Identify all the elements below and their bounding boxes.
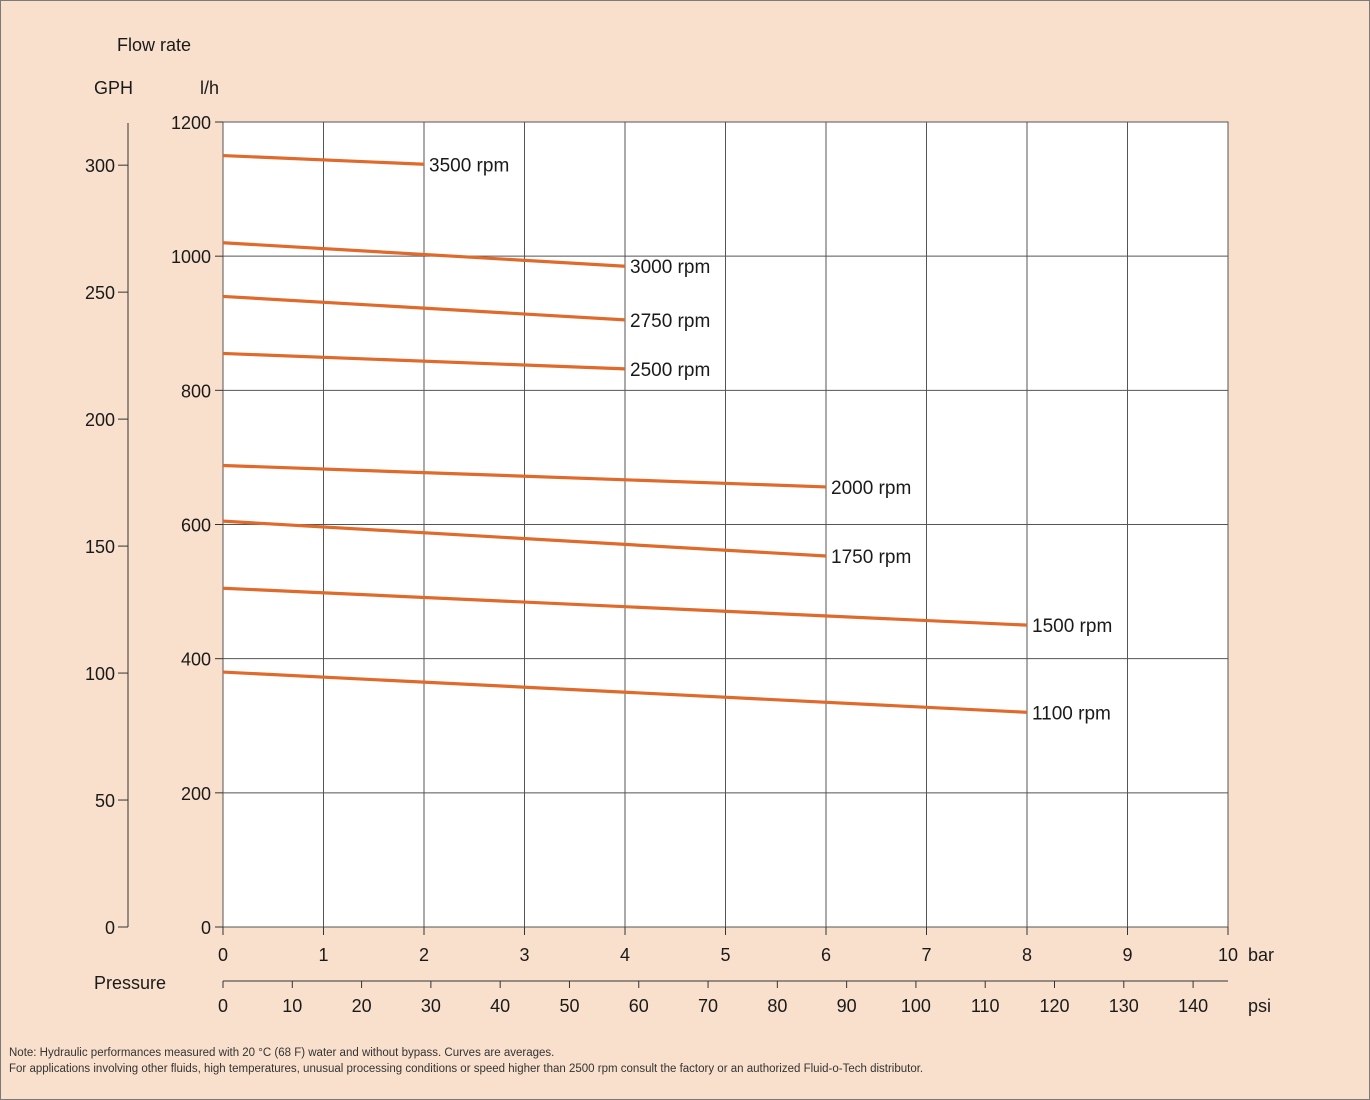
series-label: 2000 rpm [831,478,911,499]
x-psi-tick-label: 90 [837,996,857,1016]
note-line-1: Note: Hydraulic performances measured wi… [9,1047,555,1059]
series-label: 1500 rpm [1032,616,1112,637]
y-axis-title: Flow rate [117,35,191,55]
y-lh-tick-label: 400 [181,650,211,670]
y-gph-tick-label: 150 [85,537,115,557]
x-bar-tick-label: 7 [921,945,931,965]
series-line [222,351,626,371]
y-lh-tick-label: 800 [181,381,211,401]
x-bar-tick-label: 3 [519,945,529,965]
series-line [222,519,827,558]
x-psi-tick-label: 30 [421,996,441,1016]
y-gph-tick-label: 200 [85,410,115,430]
x-bar-unit-label: bar [1248,945,1274,965]
x-psi-tick-label: 100 [901,996,931,1016]
series-label: 1750 rpm [831,547,911,568]
x-bar-tick-label: 4 [620,945,630,965]
x-bar-tick-label: 10 [1218,945,1238,965]
y-gph-tick-label: 250 [85,283,115,303]
flow-rate-chart: Flow rate GPH l/h Pressure bar psi 0 1 2 3 4… [85,35,1274,1016]
grid-lines [222,121,1229,928]
series-line [222,153,425,166]
x-psi-tick-label: 0 [218,996,228,1016]
y-left-unit-label: GPH [94,78,133,98]
y-right-unit-label: l/h [200,78,219,98]
series-line [222,294,626,322]
x-bar-tick-label: 8 [1022,945,1032,965]
x-axis-title: Pressure [94,973,166,993]
x-psi-tick-label: 60 [629,996,649,1016]
series-label: 2500 rpm [630,360,710,381]
y-lh-tick-label: 1200 [171,113,211,133]
x-psi-tick-label: 140 [1178,996,1208,1016]
x-psi-tick-label: 20 [352,996,372,1016]
x-psi-tick-label: 70 [698,996,718,1016]
y-gph-tick-label: 0 [105,918,115,938]
tick-labels: 0 1 2 3 4 5 6 7 8 9 100200400600800100012000501001… [85,113,1238,1016]
y-lh-tick-label: 600 [181,516,211,536]
x-psi-tick-label: 110 [971,996,1000,1016]
x-bar-tick-label: 6 [821,945,831,965]
note-line-2: For applications involving other fluids,… [9,1063,924,1075]
series-line [222,586,1028,627]
x-psi-tick-label: 40 [490,996,510,1016]
series-label: 2750 rpm [630,311,710,332]
series-label: 1100 rpm [1032,703,1111,724]
x-bar-tick-label: 2 [419,945,429,965]
y-lh-tick-label: 0 [201,918,211,938]
series-label: 3500 rpm [429,155,509,176]
x-psi-tick-label: 10 [282,996,302,1016]
y-gph-tick-label: 100 [85,664,115,684]
x-bar-tick-label: 0 [218,945,228,965]
x-psi-unit-label: psi [1248,996,1271,1016]
x-psi-tick-label: 80 [767,996,787,1016]
y-gph-tick-label: 50 [95,791,115,811]
x-psi-tick-label: 50 [559,996,579,1016]
series-lines: 3500 rpm 3000 rpm 2750 rpm 2500 rpm 2000 rpm… [222,153,1112,724]
x-bar-tick-label: 9 [1122,945,1132,965]
series-line [222,463,827,489]
x-bar-tick-label: 5 [720,945,730,965]
x-psi-tick-label: 120 [1039,996,1069,1016]
y-lh-tick-label: 200 [181,784,211,804]
y-gph-tick-label: 300 [85,156,115,176]
axes [118,121,1229,988]
y-lh-tick-label: 1000 [171,247,211,267]
x-psi-tick-label: 130 [1109,996,1139,1016]
series-label: 3000 rpm [630,257,710,278]
series-line [222,241,626,268]
x-bar-tick-label: 1 [318,945,328,965]
series-line [222,670,1028,714]
